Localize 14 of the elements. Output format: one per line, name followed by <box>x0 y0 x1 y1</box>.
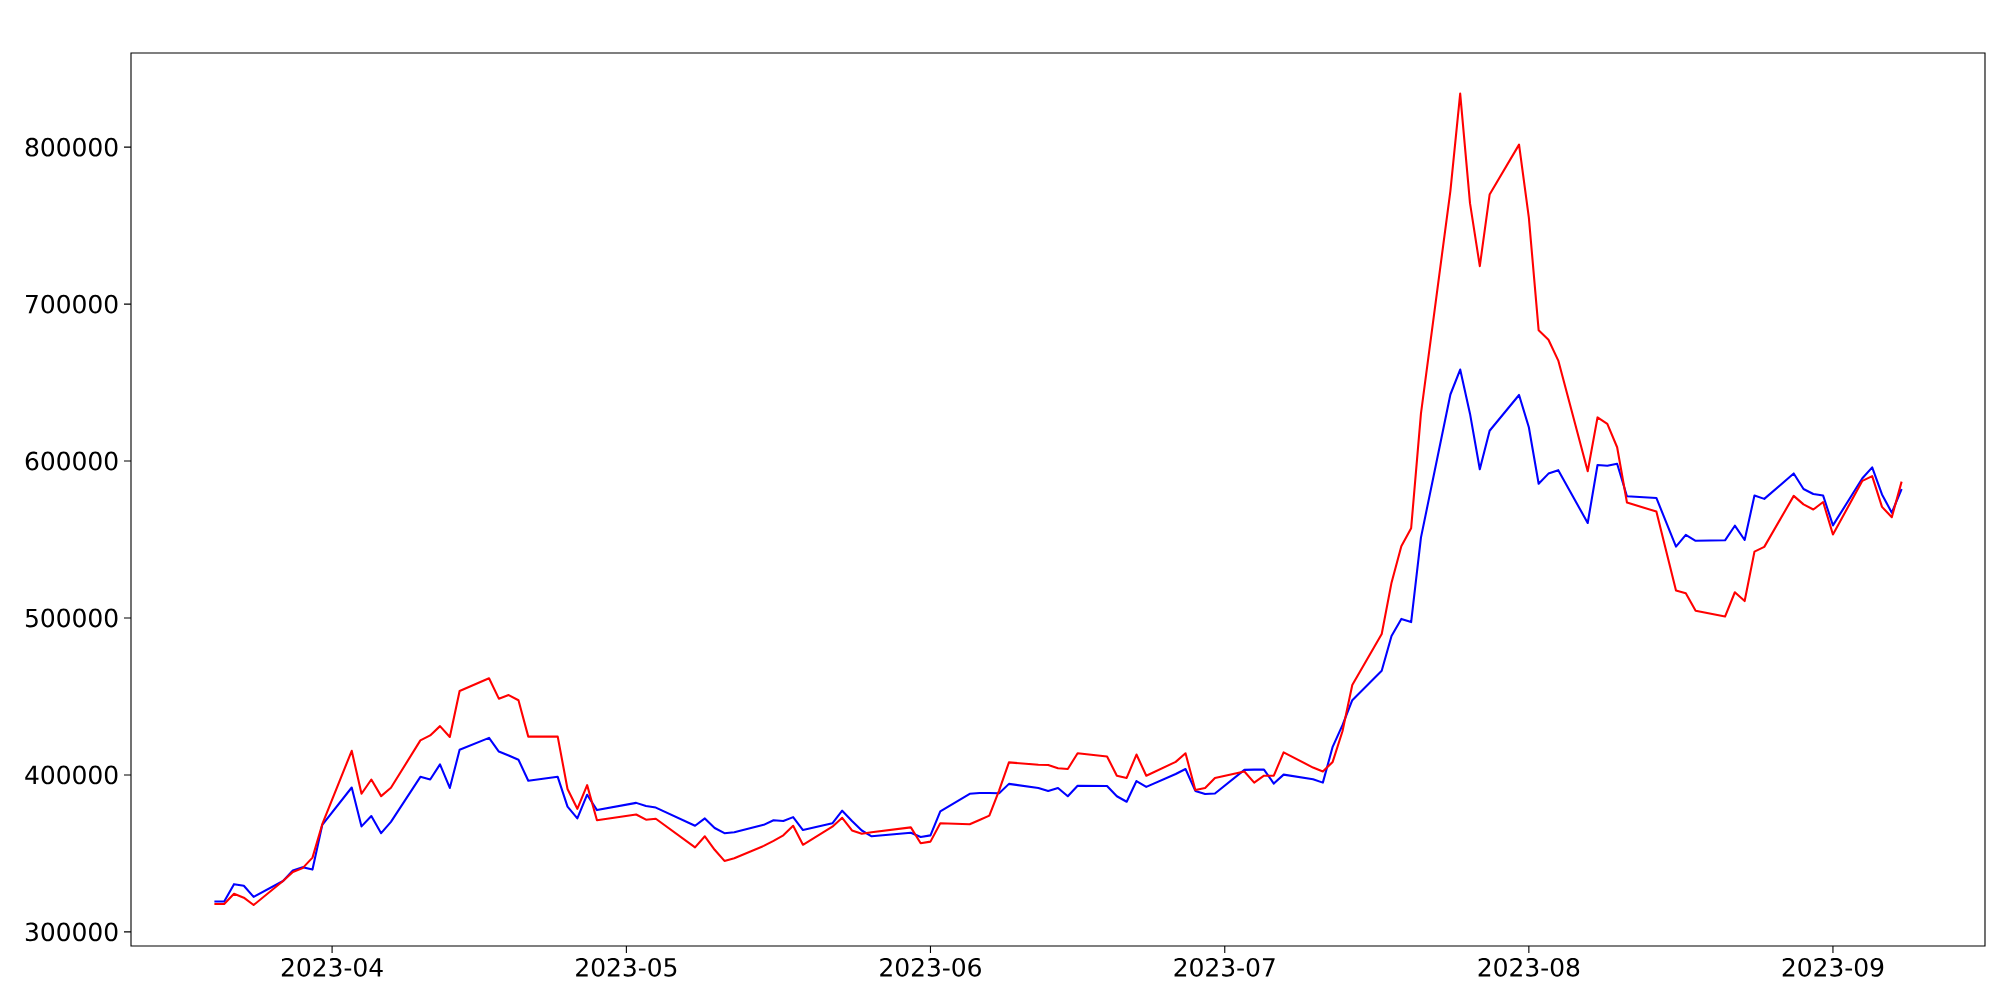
x-tick-label: 2023-08 <box>1478 957 1580 977</box>
x-tick-label: 2023-07 <box>1174 957 1275 977</box>
y-tick-label: 500000 <box>25 608 118 628</box>
x-tick-label: 2023-06 <box>880 957 981 977</box>
line-series <box>213 368 1903 903</box>
y-tick-label: 400000 <box>25 765 118 785</box>
y-tick-label: 600000 <box>25 451 118 471</box>
x-tick-label: 2023-04 <box>281 957 383 977</box>
line-series <box>213 92 1903 907</box>
x-tick-label: 2023-09 <box>1782 957 1884 977</box>
x-tick-label: 2023-05 <box>576 957 677 977</box>
y-tick-label: 800000 <box>25 137 118 157</box>
y-tick-label: 300000 <box>25 922 118 942</box>
y-tick-label: 700000 <box>26 294 118 314</box>
